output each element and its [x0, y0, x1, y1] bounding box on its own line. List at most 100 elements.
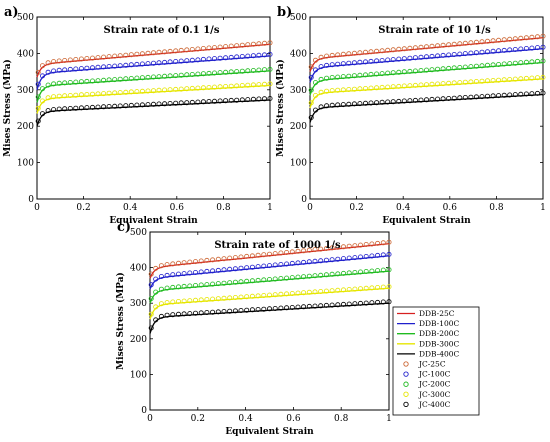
series-marker	[239, 68, 245, 74]
series-marker	[95, 104, 101, 110]
series-marker	[221, 256, 227, 262]
series-marker	[204, 309, 210, 315]
plot-area	[309, 16, 544, 200]
series-marker	[435, 81, 441, 87]
legend-marker-swatch	[403, 401, 409, 408]
series-marker	[535, 75, 541, 81]
series-marker	[473, 63, 479, 69]
series-marker	[178, 47, 184, 53]
series-marker	[128, 62, 134, 68]
series-marker	[150, 88, 156, 94]
series-marker	[45, 69, 51, 75]
legend-entry-label: JC-400C	[418, 400, 451, 409]
series-marker	[468, 50, 474, 56]
series-marker	[318, 54, 324, 60]
series-marker	[429, 67, 435, 73]
series-marker	[446, 42, 452, 48]
series-marker	[267, 51, 273, 57]
series-marker	[73, 79, 79, 85]
series-line	[309, 48, 544, 83]
series-marker	[323, 288, 329, 294]
series-marker	[352, 301, 358, 307]
series-marker	[423, 44, 429, 50]
series-marker	[256, 82, 262, 88]
x-axis-label: Equivalent Strain	[109, 216, 198, 226]
series-marker	[211, 70, 217, 76]
y-tick-label: 200	[290, 122, 307, 132]
series-marker	[90, 78, 96, 84]
series-marker	[473, 79, 479, 85]
series-marker	[357, 50, 363, 56]
series-marker	[306, 247, 312, 253]
x-tick-label: 1	[540, 203, 546, 213]
series-marker	[440, 42, 446, 48]
series-marker	[223, 44, 229, 50]
series-marker	[106, 77, 112, 83]
series-marker	[106, 104, 112, 110]
series-marker	[215, 309, 221, 315]
series-marker	[451, 80, 457, 86]
series-marker	[363, 300, 369, 306]
series-marker	[134, 61, 140, 67]
legend-entry-label: DDB-25C	[419, 309, 455, 318]
series-marker	[501, 37, 507, 43]
series-marker	[435, 43, 441, 49]
series-marker	[446, 80, 452, 86]
series-marker	[167, 87, 173, 93]
series-marker	[148, 325, 154, 331]
series-marker	[308, 100, 314, 106]
series-marker	[396, 46, 402, 52]
series-marker	[289, 290, 295, 296]
series-marker	[301, 290, 307, 296]
series-marker	[440, 52, 446, 58]
series-marker	[312, 247, 318, 253]
series-marker	[375, 268, 381, 274]
series-marker	[362, 86, 368, 92]
legend-entry-label: JC-200C	[418, 380, 451, 389]
series-marker	[238, 254, 244, 260]
series-marker	[67, 93, 73, 99]
series-marker	[501, 61, 507, 67]
series-marker	[73, 92, 79, 98]
series-marker	[227, 295, 233, 301]
series-marker	[540, 58, 546, 64]
chart-title: Strain rate of 1000 1/s	[214, 240, 341, 251]
series-marker	[249, 253, 255, 259]
series-marker	[73, 57, 79, 63]
series-marker	[162, 101, 168, 107]
series-marker	[357, 101, 363, 107]
series-marker	[244, 265, 250, 271]
series-marker	[139, 75, 145, 81]
series-marker	[352, 243, 358, 249]
series-marker	[78, 105, 84, 111]
series-marker	[40, 98, 46, 104]
series-marker	[249, 264, 255, 270]
legend-marker-swatch	[403, 361, 409, 367]
series-marker	[380, 267, 386, 273]
series-marker	[148, 296, 154, 302]
chart-title: Strain rate of 10 1/s	[378, 25, 491, 36]
series-marker	[250, 82, 256, 88]
series-marker	[512, 47, 518, 53]
series-marker	[318, 288, 324, 294]
series-marker	[158, 273, 164, 279]
series-marker	[457, 65, 463, 71]
series-marker	[139, 61, 145, 67]
series-marker	[35, 94, 41, 100]
y-tick-label: 100	[17, 159, 34, 169]
series-marker	[363, 253, 369, 259]
y-tick-label: 400	[290, 49, 307, 59]
series-marker	[40, 86, 46, 92]
series-marker	[228, 43, 234, 49]
series-marker	[167, 59, 173, 65]
series-marker	[312, 67, 318, 73]
series-marker	[250, 68, 256, 74]
series-marker	[352, 255, 358, 261]
series-marker	[56, 106, 62, 112]
series-marker	[429, 81, 435, 87]
series-marker	[340, 61, 346, 67]
series-marker	[167, 101, 173, 107]
series-marker	[261, 96, 267, 102]
series-marker	[346, 87, 352, 93]
series-marker	[368, 58, 374, 64]
